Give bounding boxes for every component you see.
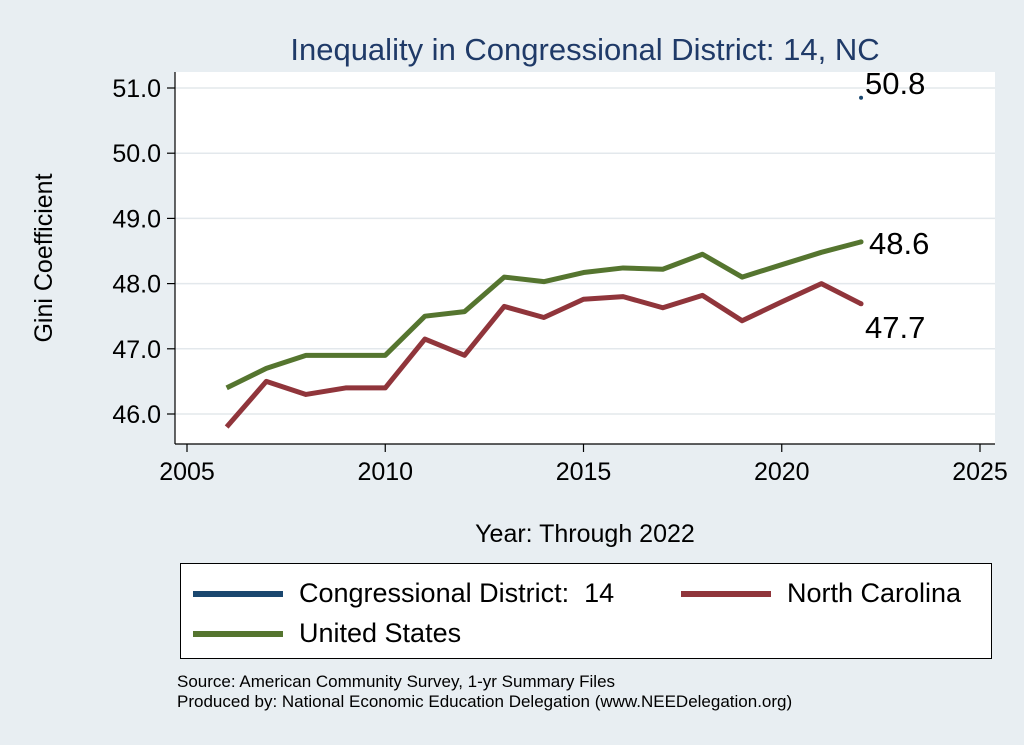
series-group — [224, 95, 864, 429]
y-ticks: 46.0 47.0 48.0 49.0 50.0 51.0 — [112, 75, 175, 429]
end-label-district: 50.8 — [865, 66, 925, 101]
series-line-north-carolina — [224, 281, 863, 429]
chart-canvas: Inequality in Congressional District: 14… — [30, 32, 1008, 548]
y-tick-label: 47.0 — [112, 336, 161, 364]
source-note: Source: American Community Survey, 1-yr … — [177, 672, 616, 691]
legend-swatch-united-states — [193, 630, 283, 637]
series-point-united-states — [858, 239, 864, 245]
x-axis-label: Year: Through 2022 — [475, 520, 695, 548]
legend-label-united-states: United States — [299, 618, 462, 648]
y-tick-label: 50.0 — [112, 140, 161, 168]
legend-swatch-district — [193, 590, 283, 597]
produced-by-note: Produced by: National Economic Education… — [177, 692, 793, 711]
y-tick-label: 49.0 — [112, 205, 161, 233]
legend-item-district: Congressional District: 14 — [193, 578, 614, 609]
legend-item-united-states: United States — [193, 618, 461, 649]
x-tick-label: 2020 — [754, 458, 810, 486]
plot-area — [175, 72, 995, 444]
chart-title: Inequality in Congressional District: 14… — [290, 32, 879, 67]
end-label-united-states: 48.6 — [869, 226, 929, 261]
legend-label-district: Congressional District: 14 — [299, 578, 615, 608]
x-tick-label: 2015 — [556, 458, 612, 486]
x-ticks: 2005 2010 2015 2020 2025 — [159, 444, 1008, 486]
x-tick-label: 2005 — [159, 458, 215, 486]
y-tick-label: 48.0 — [112, 271, 161, 299]
legend-label-north-carolina: North Carolina — [787, 578, 962, 608]
y-tick-label: 51.0 — [112, 75, 161, 103]
grid-lines — [175, 87, 995, 415]
series-line-united-states — [225, 239, 862, 391]
legend-item-north-carolina: North Carolina — [681, 578, 961, 609]
legend-swatch-north-carolina — [681, 590, 771, 597]
y-tick-label: 46.0 — [112, 401, 161, 429]
x-tick-label: 2010 — [357, 458, 413, 486]
end-labels: 50.8 47.7 48.6 — [865, 66, 929, 345]
end-label-north-carolina: 47.7 — [865, 310, 925, 345]
legend: Congressional District: 14 North Carolin… — [180, 563, 992, 659]
x-tick-label: 2025 — [952, 458, 1008, 486]
series-point-district — [859, 95, 864, 100]
series-point-north-carolina — [858, 301, 864, 307]
y-axis-label: Gini Coefficient — [30, 173, 58, 342]
